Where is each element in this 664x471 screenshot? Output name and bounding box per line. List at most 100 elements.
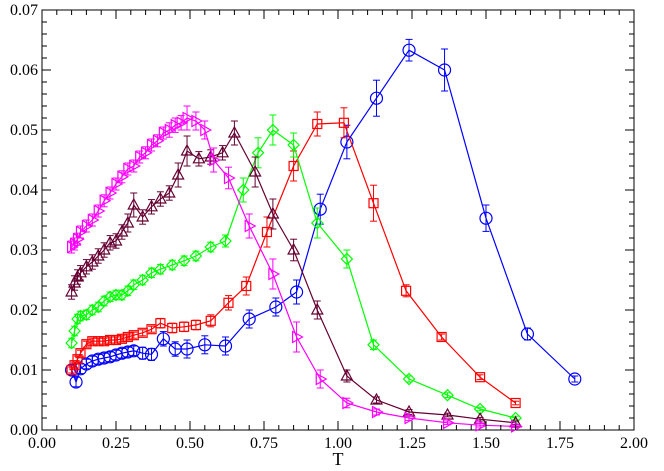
data-point-triangle-right (223, 171, 236, 185)
x-tick-label: 0.25 (102, 435, 130, 452)
y-tick-label: 0.06 (10, 62, 38, 79)
data-point-triangle-right (315, 372, 328, 386)
data-point-square (312, 118, 323, 130)
data-point-square (110, 334, 122, 346)
data-point-circle (69, 375, 83, 389)
data-point-diamond (103, 290, 117, 304)
data-point-triangle-right (170, 118, 183, 132)
data-point-circle (520, 327, 535, 341)
data-point-circle (369, 91, 384, 105)
data-point-diamond (165, 258, 179, 272)
x-tick-label: 0.00 (28, 435, 56, 452)
data-point-triangle-up (287, 242, 301, 255)
data-point-triangle-up (180, 143, 194, 156)
data-point-triangle-right (209, 153, 221, 167)
data-point-triangle-up (109, 233, 123, 246)
data-point-triangle-up (369, 392, 383, 405)
data-point-triangle-right (129, 159, 142, 173)
data-point-diamond (74, 309, 87, 323)
data-point-triangle-up (136, 209, 150, 222)
y-tick-label: 0.07 (10, 2, 38, 19)
data-point-square (436, 331, 447, 343)
data-point-square (69, 360, 80, 371)
data-point-triangle-right (117, 170, 130, 184)
data-point-triangle-right (191, 114, 204, 128)
data-point-circle (198, 338, 212, 352)
data-point-diamond (115, 288, 129, 302)
data-point-circle (180, 342, 194, 356)
data-point-square (474, 372, 486, 383)
series-line (71, 129, 516, 419)
data-point-triangle-up (340, 368, 354, 381)
x-tick-label: 1.00 (324, 435, 352, 452)
data-point-triangle-right (371, 405, 384, 419)
data-point-square (338, 117, 350, 128)
data-point-square (241, 280, 252, 292)
data-point-square (223, 297, 234, 308)
data-point-triangle-up (266, 206, 280, 219)
data-point-triangle-up (153, 191, 167, 204)
x-tick-label: 1.50 (472, 435, 500, 452)
data-point-diamond (91, 300, 105, 314)
ticks-layer: 0.00 0.25 0.50 0.75 1.00 1.25 1.50 1.75 2.00 0.00… (10, 2, 648, 452)
y-tick-label: 0.01 (10, 362, 38, 379)
plot-frame (41, 9, 635, 431)
data-point-diamond (402, 372, 416, 386)
series-circles (64, 38, 582, 389)
data-point-square (205, 315, 216, 326)
data-point-triangle-up (73, 265, 87, 278)
data-point-circle (269, 300, 283, 314)
data-point-circle (136, 346, 150, 360)
data-point-triangle-right (135, 150, 147, 164)
data-point-triangle-up (65, 284, 79, 297)
data-point-triangle-right (244, 219, 257, 233)
data-point-diamond (266, 123, 280, 137)
data-point-circle (242, 312, 256, 326)
data-point-triangle-right (164, 123, 177, 137)
y-tick-label: 0.03 (10, 242, 38, 259)
data-point-triangle-up (121, 215, 135, 228)
data-point-square (116, 333, 128, 344)
data-point-diamond (287, 138, 300, 152)
data-point-triangle-up (227, 125, 241, 138)
data-point-triangle-right (176, 116, 189, 130)
data-point-circle (289, 285, 304, 299)
data-point-circle (218, 339, 233, 353)
data-point-diamond (127, 278, 141, 292)
data-point-triangle-right (475, 418, 488, 432)
x-tick-label: 0.75 (250, 435, 278, 452)
data-point-triangle-right (141, 146, 153, 160)
data-point-square (368, 198, 379, 209)
data-point-triangle-right (152, 134, 165, 148)
data-point-circle (313, 202, 327, 216)
data-point-square (288, 160, 299, 172)
data-point-triangle-up (145, 199, 159, 212)
data-point-triangle-up (310, 302, 324, 315)
data-point-diamond (68, 324, 81, 338)
data-point-diamond (189, 249, 203, 263)
data-point-diamond (71, 312, 84, 326)
data-point-triangle-right (291, 330, 304, 344)
data-point-diamond (97, 294, 111, 308)
series-layer (64, 38, 582, 433)
data-point-triangle-right (442, 416, 455, 430)
data-point-diamond (154, 262, 167, 276)
data-point-triangle-right (342, 396, 355, 410)
data-point-circle (340, 135, 354, 149)
series-diamonds (65, 114, 522, 425)
data-point-triangle-right (87, 213, 100, 227)
series-triangles-right (66, 105, 523, 433)
data-point-triangle-right (111, 177, 124, 191)
data-point-triangle-right (404, 411, 417, 425)
data-point-circle (144, 347, 159, 361)
data-point-diamond (65, 336, 78, 350)
data-point-triangle-right (268, 267, 281, 281)
data-point-square (122, 331, 133, 343)
data-point-square (87, 336, 98, 347)
data-point-triangle-right (93, 204, 106, 218)
data-point-triangle-up (91, 248, 105, 261)
data-point-diamond (145, 266, 158, 280)
data-point-diamond (136, 273, 149, 287)
data-point-diamond (219, 234, 232, 248)
y-tick-label: 0.04 (10, 182, 38, 199)
